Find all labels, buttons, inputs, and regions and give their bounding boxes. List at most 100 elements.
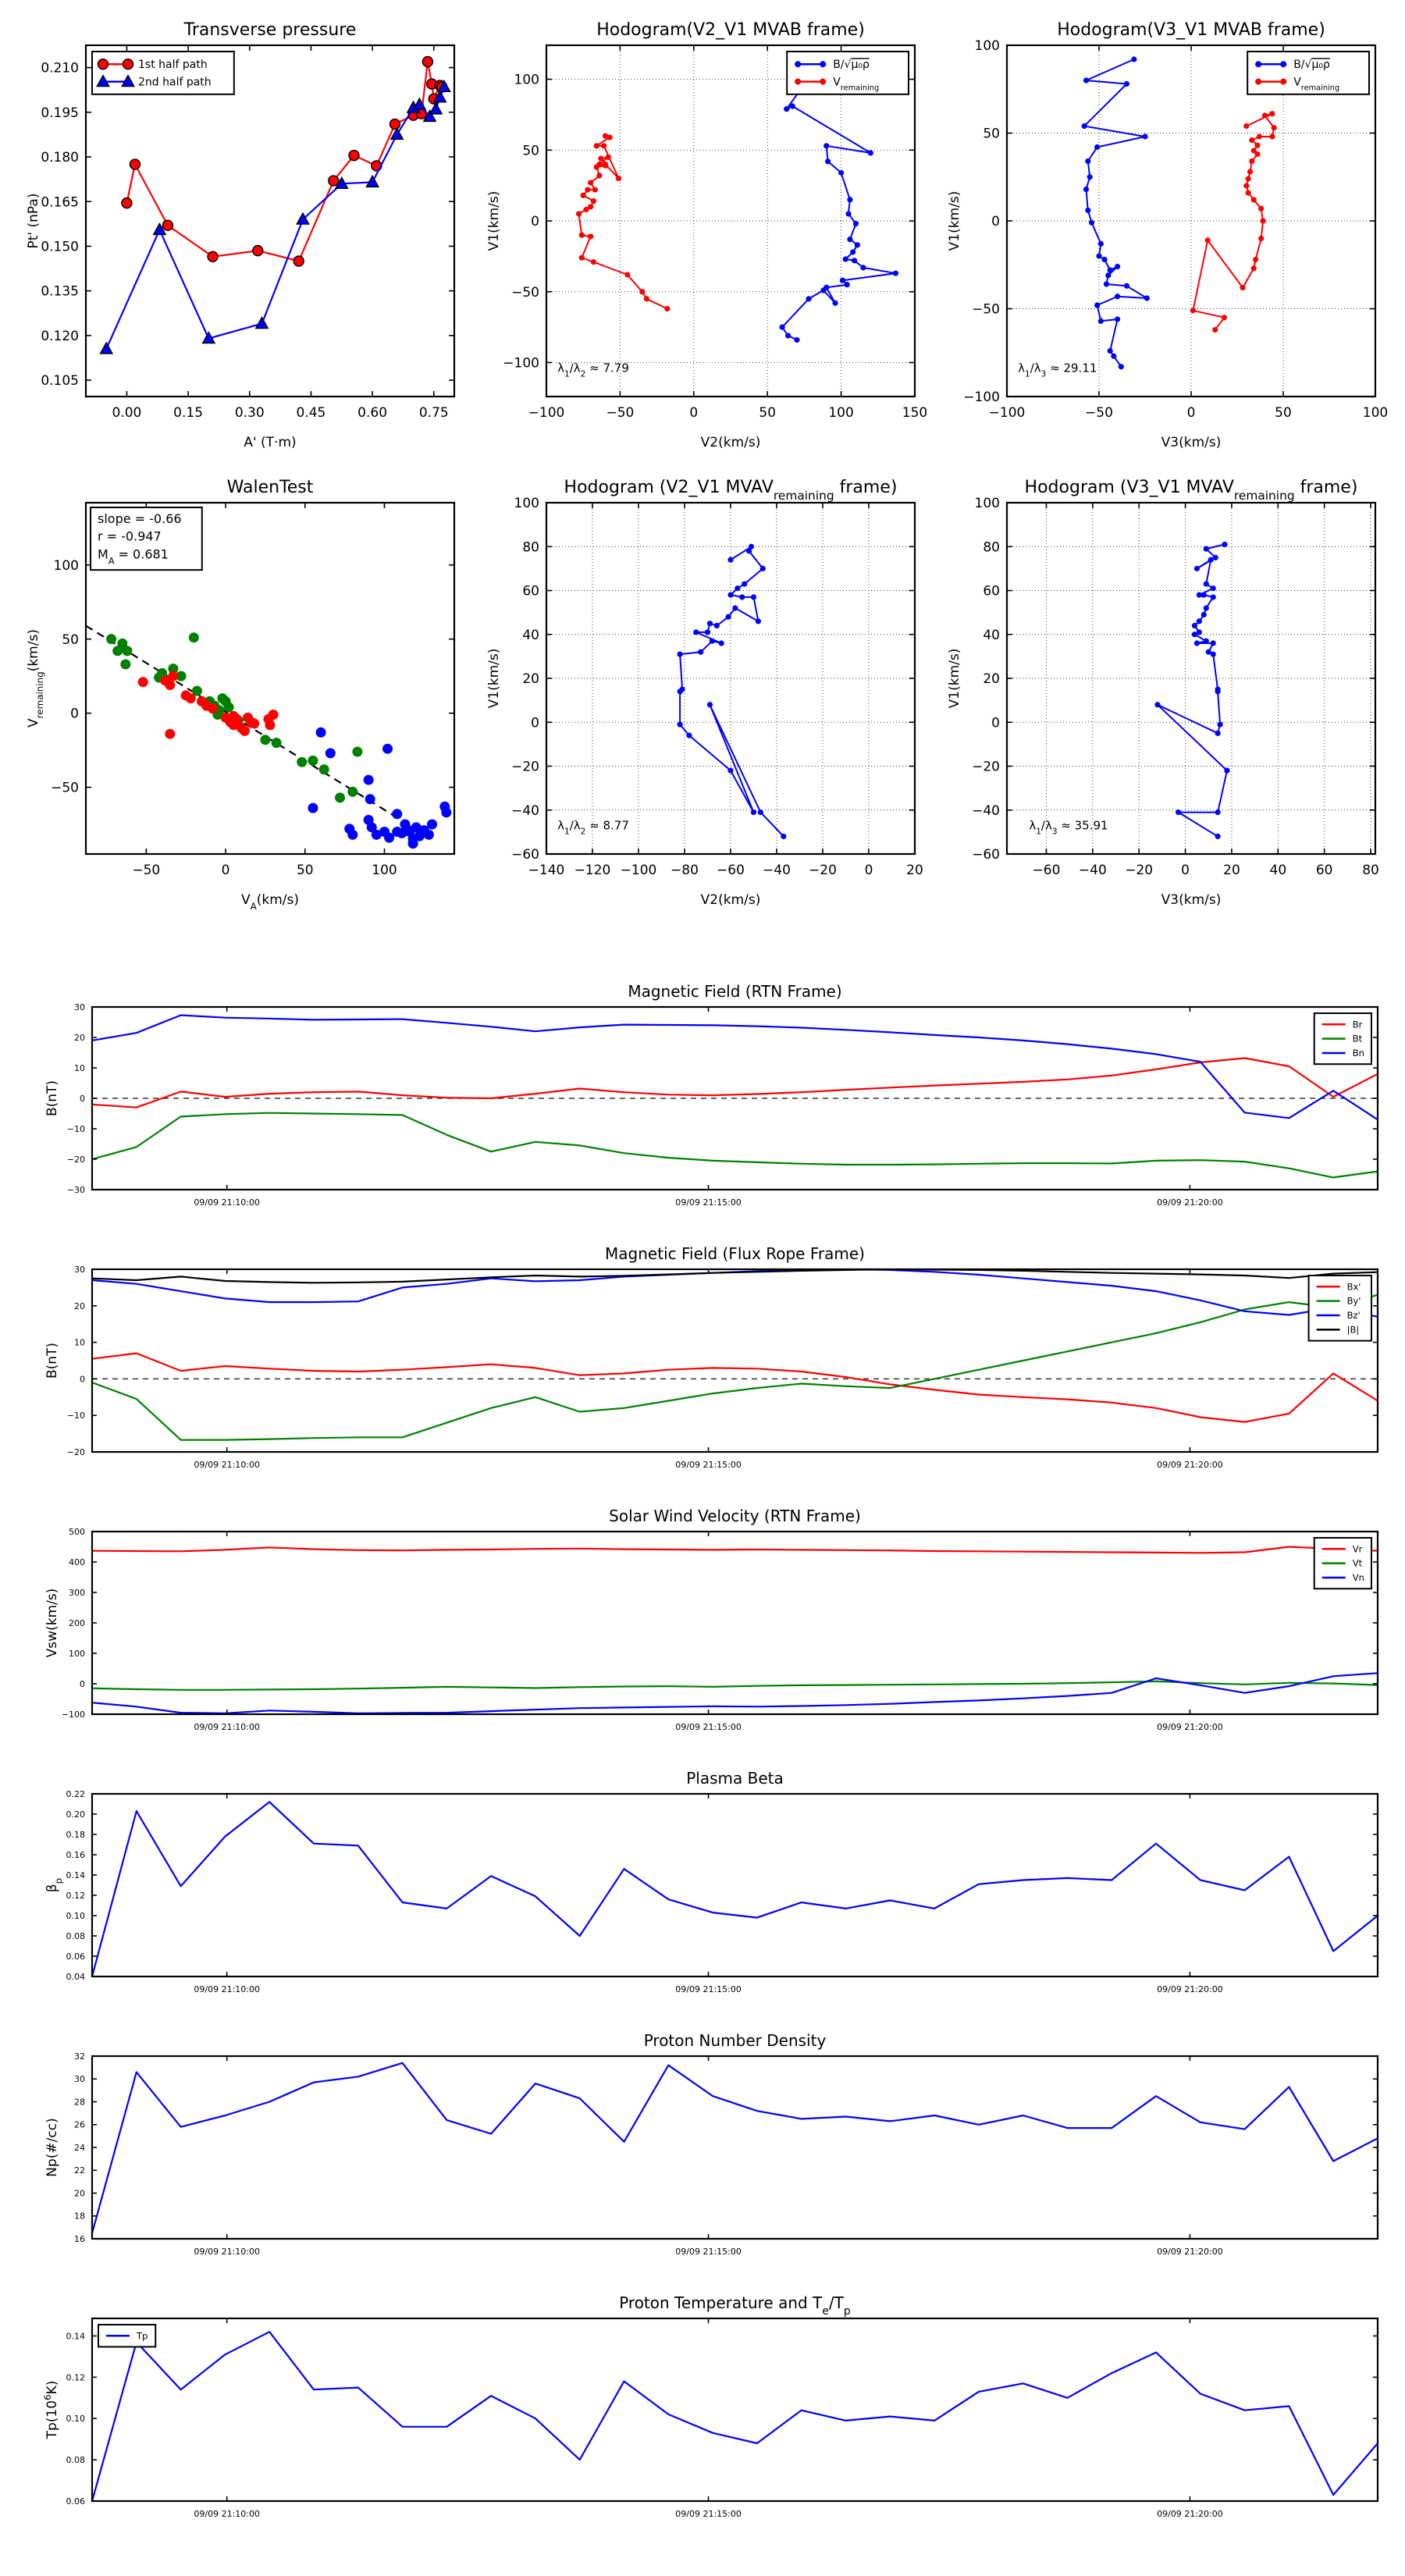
svg-text:09/09 21:10:00: 09/09 21:10:00 xyxy=(194,1460,260,1470)
svg-text:Vremaining(km/s): Vremaining(km/s) xyxy=(26,629,45,728)
svg-text:Hodogram(V3_V1 MVAB frame): Hodogram(V3_V1 MVAB frame) xyxy=(1057,20,1325,40)
svg-text:Br: Br xyxy=(1353,1019,1363,1030)
svg-text:20: 20 xyxy=(522,671,539,687)
svg-text:Proton Temperature and Te/Tp: Proton Temperature and Te/Tp xyxy=(619,2293,851,2318)
svg-text:−60: −60 xyxy=(511,847,539,863)
panel-magnetic-field-flux-rope: 09/09 21:10:00 09/09 21:15:00 09/09 21:20:… xyxy=(23,1243,1385,1500)
svg-text:100: 100 xyxy=(54,558,79,574)
panel-hodogram-v2v1-mvav: −140 −120 −100 −80 −60 −40 −20 0 20 −60 −40 −20 0 20 4… xyxy=(468,468,927,915)
svg-text:80: 80 xyxy=(522,539,539,555)
svg-text:V3(km/s): V3(km/s) xyxy=(1161,892,1222,908)
panel-proton-temperature: 09/09 21:10:00 09/09 21:15:00 09/09 21:20:… xyxy=(23,2292,1385,2549)
svg-text:0: 0 xyxy=(689,405,698,421)
svg-text:09/09 21:15:00: 09/09 21:15:00 xyxy=(675,1197,742,1208)
svg-text:V2(km/s): V2(km/s) xyxy=(701,435,761,450)
svg-text:2nd half path: 2nd half path xyxy=(138,76,212,89)
svg-text:−20: −20 xyxy=(809,863,837,878)
svg-text:0.22: 0.22 xyxy=(66,1789,86,1799)
svg-text:Bn: Bn xyxy=(1353,1048,1364,1059)
svg-text:Pt' (nPa): Pt' (nPa) xyxy=(26,194,41,249)
svg-text:B(nT): B(nT) xyxy=(44,1343,60,1379)
svg-text:32: 32 xyxy=(74,2051,85,2062)
svg-text:09/09 21:15:00: 09/09 21:15:00 xyxy=(675,1984,742,1994)
hodogram-v3v1-mvab-chart: −100 −50 0 50 100 −100 −50 0 50 100 Hodogram(V3_V1… xyxy=(929,11,1388,457)
svg-text:09/09 21:15:00: 09/09 21:15:00 xyxy=(675,2247,742,2257)
svg-text:09/09 21:10:00: 09/09 21:10:00 xyxy=(194,1984,260,1994)
svg-text:50: 50 xyxy=(522,143,539,158)
svg-text:09/09 21:15:00: 09/09 21:15:00 xyxy=(675,1722,742,1732)
svg-text:0: 0 xyxy=(222,863,230,878)
plasma-beta-chart: 09/09 21:10:00 09/09 21:15:00 09/09 21:20:… xyxy=(23,1767,1385,2025)
svg-text:−50: −50 xyxy=(606,405,634,421)
magnetic-field-flux-rope-chart: 09/09 21:10:00 09/09 21:15:00 09/09 21:20:… xyxy=(23,1243,1385,1500)
svg-text:−20: −20 xyxy=(972,760,1000,775)
svg-text:Vremaining: Vremaining xyxy=(1293,76,1339,93)
svg-text:A' (T·m): A' (T·m) xyxy=(244,435,296,450)
svg-text:09/09 21:15:00: 09/09 21:15:00 xyxy=(675,2509,742,2519)
svg-text:100: 100 xyxy=(828,405,853,421)
svg-text:Vr: Vr xyxy=(1353,1543,1363,1554)
svg-text:300: 300 xyxy=(69,1588,85,1598)
svg-text:100: 100 xyxy=(69,1649,85,1659)
svg-text:0: 0 xyxy=(1187,405,1196,421)
svg-text:0.14: 0.14 xyxy=(66,2331,86,2341)
svg-text:0.195: 0.195 xyxy=(41,105,79,121)
svg-text:−40: −40 xyxy=(972,803,1000,819)
svg-text:−100: −100 xyxy=(503,356,539,372)
svg-text:λ1/λ3 ≈ 35.91: λ1/λ3 ≈ 35.91 xyxy=(1029,819,1108,837)
solar-wind-velocity-chart: 09/09 21:10:00 09/09 21:15:00 09/09 21:20:… xyxy=(23,1505,1385,1763)
svg-text:10: 10 xyxy=(74,1338,85,1348)
svg-text:λ1/λ2 ≈ 8.77: λ1/λ2 ≈ 8.77 xyxy=(557,819,629,837)
svg-text:100: 100 xyxy=(514,73,539,88)
svg-text:50: 50 xyxy=(759,405,776,421)
svg-text:0.30: 0.30 xyxy=(235,405,265,421)
svg-text:1st half path: 1st half path xyxy=(138,59,208,71)
svg-text:09/09 21:10:00: 09/09 21:10:00 xyxy=(194,2247,260,2257)
svg-text:V1(km/s): V1(km/s) xyxy=(486,649,502,709)
svg-text:Plasma Beta: Plasma Beta xyxy=(686,1769,784,1788)
svg-text:0.10: 0.10 xyxy=(66,2414,86,2424)
svg-text:V1(km/s): V1(km/s) xyxy=(947,191,962,251)
svg-text:0.10: 0.10 xyxy=(66,1911,86,1921)
svg-text:0.180: 0.180 xyxy=(41,150,79,165)
svg-text:20: 20 xyxy=(74,1301,85,1311)
svg-text:0: 0 xyxy=(1181,863,1190,878)
hodogram-v2v1-mvav-chart: −140 −120 −100 −80 −60 −40 −20 0 20 −60 −40 −20 0 20 4… xyxy=(468,468,927,915)
panel-magnetic-field-rtn: 09/09 21:10:00 09/09 21:15:00 09/09 21:20:… xyxy=(23,980,1385,1238)
svg-text:0: 0 xyxy=(531,715,539,731)
svg-text:16: 16 xyxy=(74,2234,85,2244)
svg-text:10: 10 xyxy=(74,1063,85,1073)
proton-temperature-chart: 09/09 21:10:00 09/09 21:15:00 09/09 21:20:… xyxy=(23,2292,1385,2549)
panel-hodogram-v3v1-mvab: −100 −50 0 50 100 −100 −50 0 50 100 Hodogram(V3_V1… xyxy=(929,11,1388,457)
svg-text:0.105: 0.105 xyxy=(41,373,79,389)
svg-text:−50: −50 xyxy=(511,285,539,301)
svg-text:Hodogram(V2_V1 MVAB frame): Hodogram(V2_V1 MVAB frame) xyxy=(596,20,865,40)
svg-text:B/√μ₀ρ: B/√μ₀ρ xyxy=(833,59,870,71)
svg-text:−20: −20 xyxy=(67,1447,85,1457)
svg-text:Magnetic Field (RTN Frame): Magnetic Field (RTN Frame) xyxy=(628,982,841,1001)
panel-proton-number-density: 09/09 21:10:00 09/09 21:15:00 09/09 21:20:… xyxy=(23,2030,1385,2287)
hodogram-v3v1-mvav-chart: −60 −40 −20 0 20 40 60 80 −60 −40 −20 0 20 40 60 80 100 H… xyxy=(929,468,1388,915)
svg-text:24: 24 xyxy=(74,2143,85,2153)
svg-text:30: 30 xyxy=(74,1002,85,1012)
svg-text:0: 0 xyxy=(531,214,539,229)
svg-text:Vt: Vt xyxy=(1353,1558,1363,1569)
svg-text:100: 100 xyxy=(514,496,539,511)
svg-text:0.06: 0.06 xyxy=(66,2496,86,2507)
svg-text:09/09 21:10:00: 09/09 21:10:00 xyxy=(194,2509,260,2519)
svg-text:40: 40 xyxy=(522,628,539,643)
hodogram-v2v1-mvab-chart: −100 −50 0 50 100 150 −100 −50 0 50 100 Hodogram(V2… xyxy=(468,11,927,457)
svg-text:−100: −100 xyxy=(989,405,1026,421)
svg-text:0: 0 xyxy=(80,1094,85,1104)
svg-text:V3(km/s): V3(km/s) xyxy=(1161,435,1222,450)
svg-text:Proton Number Density: Proton Number Density xyxy=(644,2031,827,2050)
svg-text:22: 22 xyxy=(74,2165,85,2176)
svg-text:βp: βp xyxy=(44,1878,64,1892)
svg-text:09/09 21:20:00: 09/09 21:20:00 xyxy=(1157,1984,1223,1994)
svg-text:0.12: 0.12 xyxy=(66,2372,86,2382)
svg-text:0.75: 0.75 xyxy=(419,405,449,421)
svg-text:VA(km/s): VA(km/s) xyxy=(241,892,299,912)
svg-text:Hodogram (V3_V1 MVAVremaining: Hodogram (V3_V1 MVAVremaining frame) xyxy=(1025,478,1358,503)
svg-text:−30: −30 xyxy=(67,1185,85,1195)
svg-text:20: 20 xyxy=(906,863,923,878)
